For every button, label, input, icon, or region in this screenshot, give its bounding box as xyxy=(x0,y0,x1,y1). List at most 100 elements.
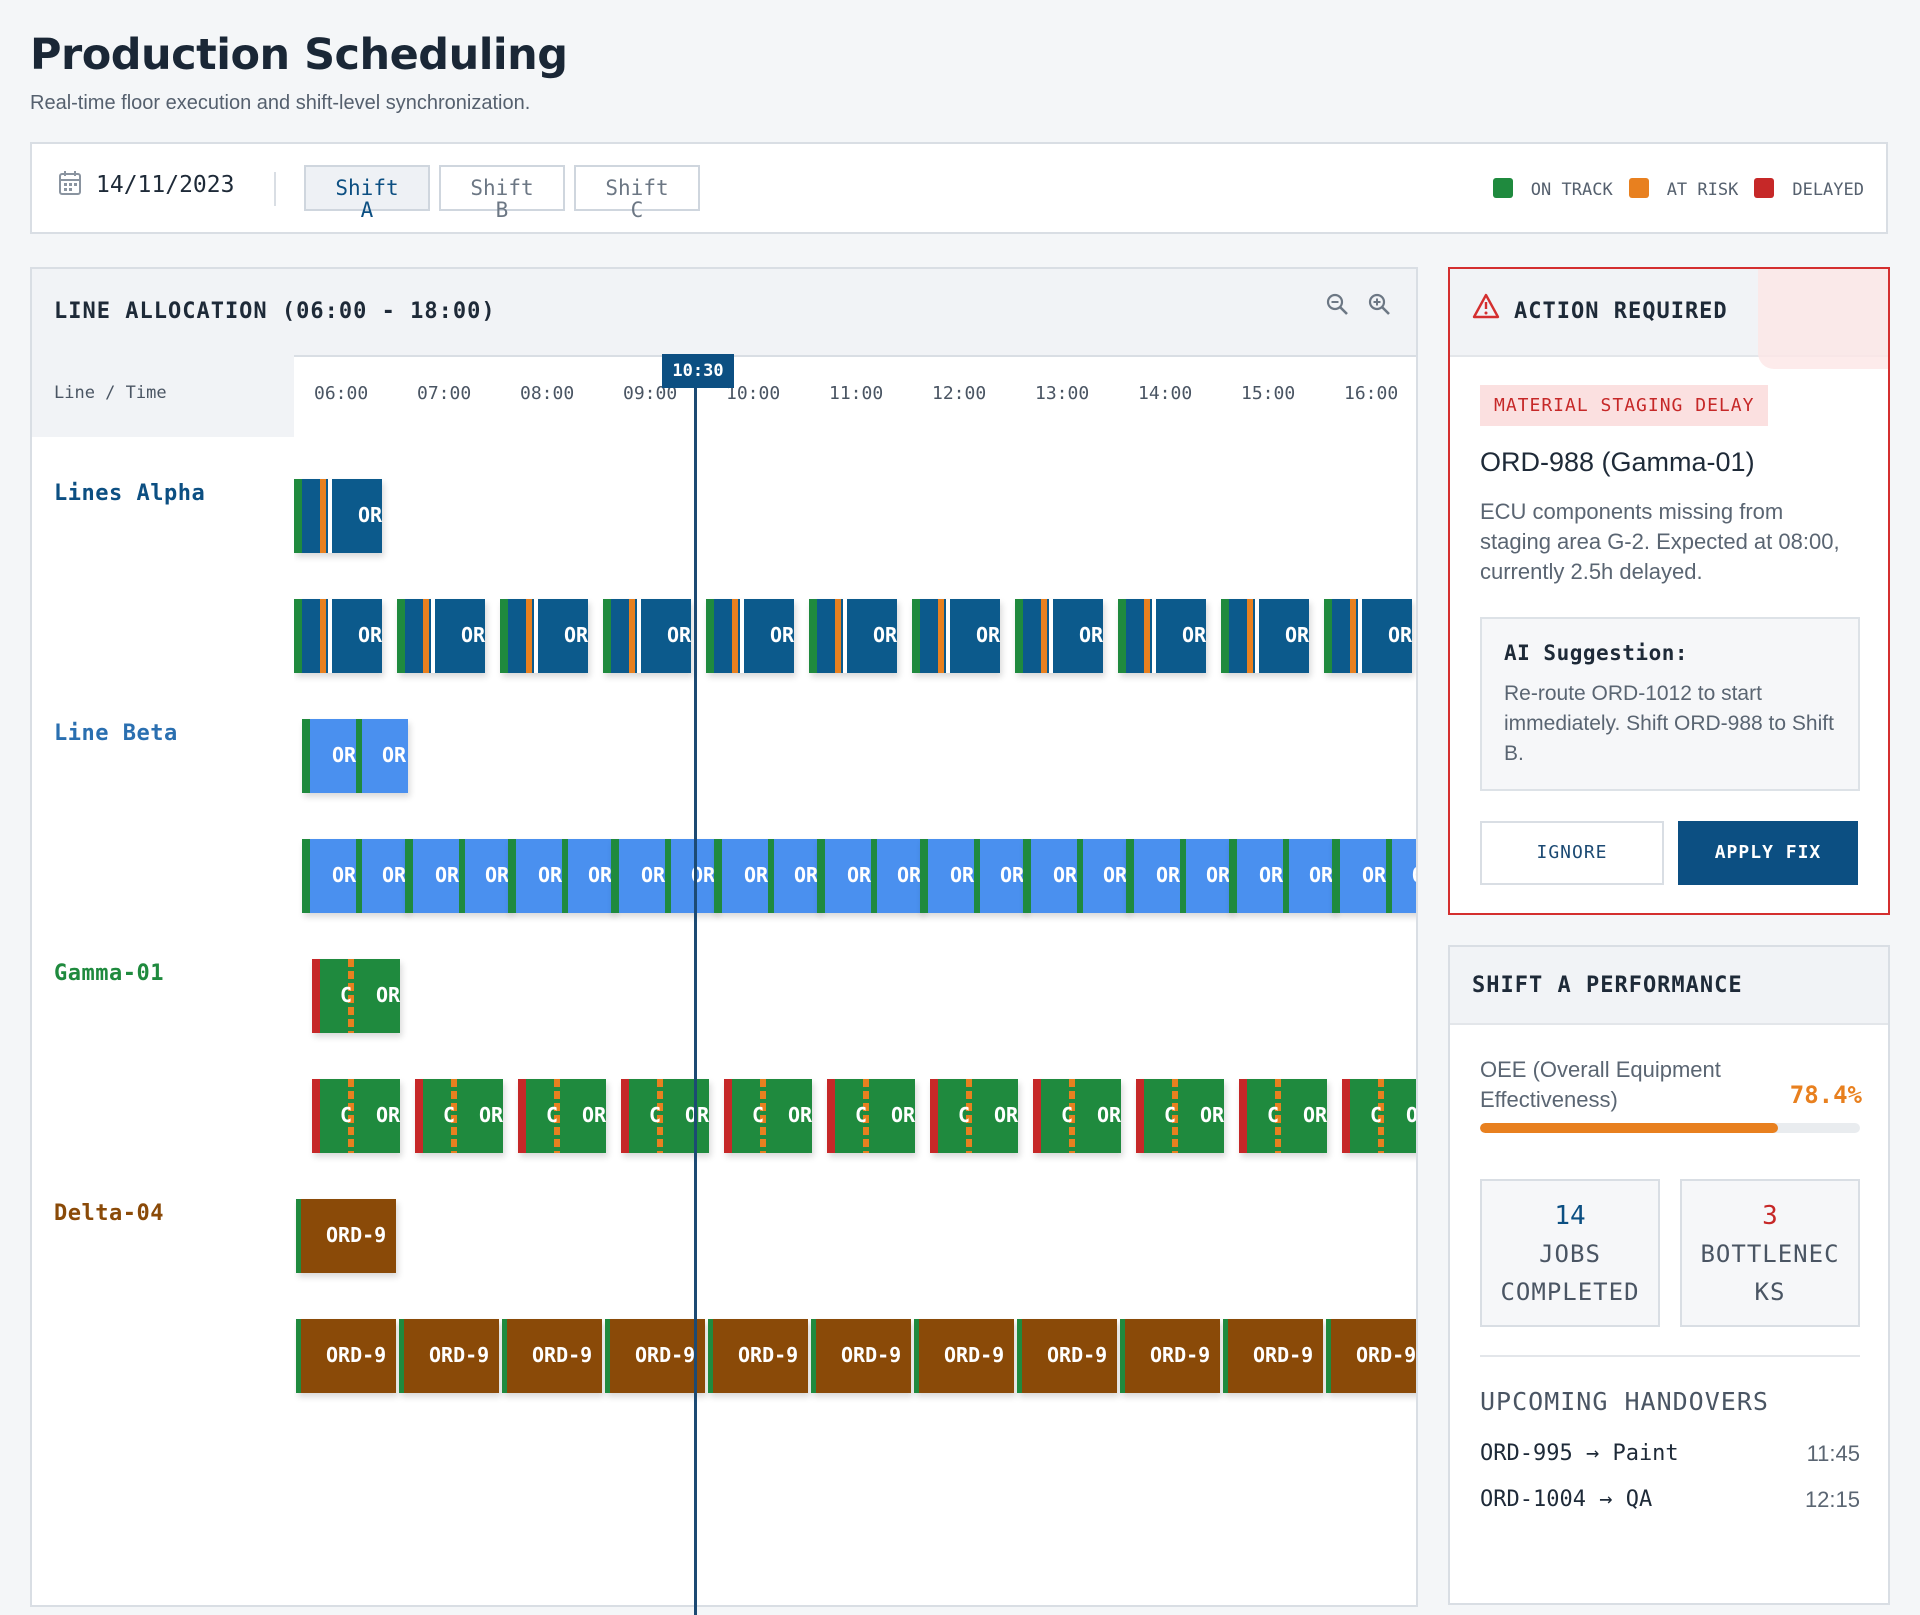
status-stripe xyxy=(1041,599,1047,673)
status-stripe xyxy=(708,1319,713,1393)
status-stripe xyxy=(1239,1079,1247,1153)
status-stripe xyxy=(835,599,841,673)
status-stripe xyxy=(1033,1079,1041,1153)
order-block[interactable]: OR C xyxy=(827,1079,915,1153)
zoom-in-icon[interactable] xyxy=(1366,291,1392,317)
order-block[interactable]: OR xyxy=(912,599,1000,673)
order-label: C xyxy=(340,983,353,1007)
order-block[interactable]: OR C xyxy=(312,1079,400,1153)
handover-item[interactable]: ORD-995 → Paint 11:45 xyxy=(1480,1441,1860,1466)
order-block[interactable]: OR xyxy=(294,599,382,673)
order-label: OR xyxy=(847,863,872,887)
order-block[interactable]: ORD-9 xyxy=(1120,1319,1220,1393)
handover-order: ORD-1004 → QA xyxy=(1480,1487,1653,1512)
order-label: C xyxy=(649,1103,662,1127)
order-block[interactable]: OR C xyxy=(415,1079,503,1153)
order-block[interactable]: OR xyxy=(1221,599,1309,673)
line-time-header: Line / Time xyxy=(32,355,294,437)
status-stripe xyxy=(348,959,354,1033)
status-stripe xyxy=(1221,599,1229,673)
status-stripe xyxy=(431,599,435,673)
order-label: OR xyxy=(873,623,897,647)
order-block[interactable]: OR C xyxy=(1136,1079,1224,1153)
order-label: OR xyxy=(1309,863,1334,887)
order-block[interactable]: OR xyxy=(706,599,794,673)
order-block[interactable]: OR xyxy=(603,599,691,673)
status-stripe xyxy=(613,599,627,673)
order-block[interactable]: ORD-9 xyxy=(296,1319,396,1393)
order-block[interactable]: OR C xyxy=(1239,1079,1327,1153)
order-block[interactable]: OR xyxy=(1015,599,1103,673)
line-allocation-panel: LINE ALLOCATION (06:00 - 18:00) Line / T… xyxy=(30,267,1418,1615)
status-stripe xyxy=(966,1079,972,1153)
calendar-icon[interactable] xyxy=(58,170,82,196)
order-block[interactable]: ORD-9 xyxy=(399,1319,499,1393)
jobs-completed-label: JOBS COMPLETED xyxy=(1500,1240,1640,1306)
time-tick: 16:00 xyxy=(1344,383,1399,404)
order-block[interactable]: ORD-9 xyxy=(1326,1319,1416,1393)
order-label: OR xyxy=(1388,623,1412,647)
apply-fix-button[interactable]: APPLY FIX xyxy=(1678,821,1858,885)
order-label: OR xyxy=(582,1103,606,1127)
status-stripe xyxy=(1275,1079,1281,1153)
order-block[interactable]: OR C xyxy=(312,959,400,1033)
status-stripe xyxy=(1231,599,1245,673)
oee-label: OEE (Overall Equipment Effectiveness) xyxy=(1480,1057,1721,1112)
order-block[interactable]: OR xyxy=(1324,599,1412,673)
order-block[interactable]: OR xyxy=(500,599,588,673)
order-block[interactable]: OR C xyxy=(1342,1079,1416,1153)
order-block[interactable]: ORD-9 xyxy=(708,1319,808,1393)
status-stripe xyxy=(1223,1319,1228,1393)
order-block[interactable]: OR xyxy=(294,479,382,553)
order-block[interactable]: OR C xyxy=(1033,1079,1121,1153)
order-block[interactable]: OR C xyxy=(518,1079,606,1153)
status-stripe xyxy=(716,599,730,673)
status-stripe xyxy=(294,479,302,553)
status-stripe xyxy=(1332,839,1340,913)
status-stripe xyxy=(1324,599,1332,673)
order-block[interactable]: ORD-9 xyxy=(1223,1319,1323,1393)
current-time-badge: 10:30 xyxy=(662,354,734,388)
status-stripe xyxy=(1128,599,1142,673)
order-block[interactable]: OR C xyxy=(724,1079,812,1153)
line-label-beta: Line Beta xyxy=(54,721,178,746)
date-picker[interactable]: 14/11/2023 xyxy=(96,172,235,198)
zoom-out-icon[interactable] xyxy=(1324,291,1350,317)
shift-b-button[interactable]: Shift B xyxy=(439,165,565,221)
order-label: ORD-9 xyxy=(1253,1343,1314,1367)
order-block[interactable]: OR xyxy=(809,599,897,673)
status-stripe xyxy=(629,599,635,673)
time-tick: 09:00 xyxy=(623,383,678,404)
order-label: OR xyxy=(788,1103,812,1127)
order-label: OR xyxy=(770,623,794,647)
handover-item[interactable]: ORD-1004 → QA 12:15 xyxy=(1480,1487,1860,1512)
shift-c-button[interactable]: Shift C xyxy=(574,165,700,221)
shift-a-button[interactable]: Shift A xyxy=(304,165,430,221)
order-label: OR xyxy=(588,863,613,887)
page-header: Production Scheduling Real-time floor ex… xyxy=(30,30,568,115)
order-block[interactable]: ORD-9 xyxy=(296,1199,396,1273)
order-block[interactable]: ORD-9 xyxy=(1017,1319,1117,1393)
order-block[interactable]: ORD-9 xyxy=(502,1319,602,1393)
status-stripe xyxy=(871,839,877,913)
ignore-button[interactable]: IGNORE xyxy=(1480,821,1664,885)
order-block[interactable]: OR C xyxy=(930,1079,1018,1153)
order-block[interactable]: ORD-9 xyxy=(605,1319,705,1393)
order-block[interactable]: ORD-9 xyxy=(914,1319,1014,1393)
status-stripe xyxy=(1025,599,1039,673)
order-block[interactable]: OR xyxy=(397,599,485,673)
order-block[interactable]: ORD-9 xyxy=(811,1319,911,1393)
order-block[interactable]: OR xyxy=(1118,599,1206,673)
